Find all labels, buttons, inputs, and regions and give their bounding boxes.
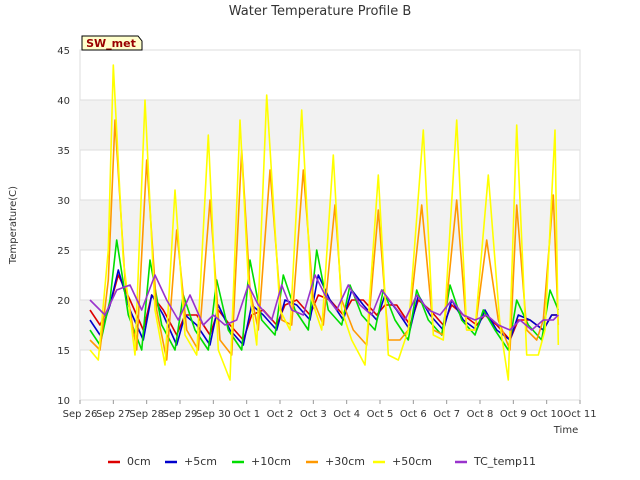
- series-line-30cm: [89, 119, 560, 361]
- legend-label: +30cm: [325, 455, 365, 468]
- x-tick-label: Oct 1: [233, 409, 260, 420]
- legend-item: +50cm: [373, 455, 432, 468]
- legend-label: +50cm: [392, 455, 432, 468]
- x-tick-label: Oct 5: [367, 409, 394, 420]
- series-line-10cm: [89, 239, 560, 351]
- y-tick-label: 40: [57, 96, 70, 107]
- x-tick-label: Oct 10: [530, 409, 563, 420]
- legend-item: +5cm: [165, 455, 217, 468]
- legend-item: +10cm: [232, 455, 291, 468]
- x-tick-label: Oct 9: [500, 409, 527, 420]
- series-line-50cm: [89, 64, 560, 381]
- badge-label: SW_met: [86, 37, 136, 50]
- series-line-tctemp11: [89, 274, 559, 331]
- y-tick-label: 45: [57, 46, 70, 57]
- site-badge: SW_met: [81, 35, 143, 51]
- x-tick-label: Oct 8: [467, 409, 494, 420]
- legend-item: TC_temp11: [455, 455, 536, 468]
- x-tick-label: Oct 11: [563, 409, 596, 420]
- legend: 0cm +5cm +10cm +30cm +50cm TC_temp11: [108, 455, 536, 468]
- x-tick-label: Oct 3: [300, 409, 327, 420]
- plot-band: [80, 100, 580, 150]
- y-tick-label: 10: [57, 396, 70, 407]
- y-axis-title: Temperature(C): [8, 186, 19, 265]
- x-axis-title: Time: [553, 425, 578, 436]
- x-tick-label: Oct 4: [333, 409, 360, 420]
- x-tick-label: Sep 27: [96, 409, 131, 420]
- y-tick-label: 25: [57, 246, 70, 257]
- legend-label: +10cm: [251, 455, 291, 468]
- x-tick-label: Oct 2: [267, 409, 294, 420]
- x-tick-label: Oct 7: [433, 409, 460, 420]
- y-axis-ticks: 10 15 20 25 30 35 40 45: [57, 46, 70, 407]
- x-tick-label: Sep 28: [129, 409, 164, 420]
- x-tick-label: Sep 26: [63, 409, 98, 420]
- y-tick-label: 30: [57, 196, 70, 207]
- x-tick-label: Sep 29: [163, 409, 198, 420]
- series-lines: [89, 64, 560, 381]
- x-tick-label: Sep 30: [196, 409, 231, 420]
- legend-item: +30cm: [306, 455, 365, 468]
- legend-item: 0cm: [108, 455, 151, 468]
- y-tick-label: 20: [57, 296, 70, 307]
- legend-label: +5cm: [184, 455, 217, 468]
- legend-label: 0cm: [127, 455, 151, 468]
- x-tick-label: Oct 6: [400, 409, 427, 420]
- legend-label: TC_temp11: [473, 455, 536, 468]
- chart-title: Water Temperature Profile B: [229, 4, 412, 19]
- y-tick-label: 15: [57, 346, 70, 357]
- plot-background: [79, 49, 581, 401]
- y-tick-label: 35: [57, 146, 70, 157]
- badge-shape: [81, 35, 143, 51]
